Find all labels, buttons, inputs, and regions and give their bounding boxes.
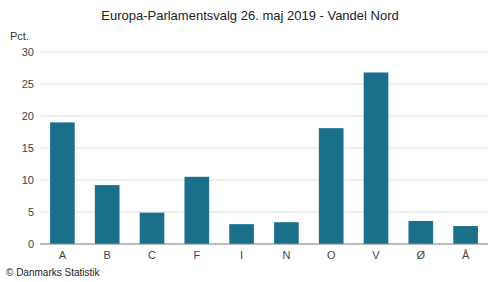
grid: [40, 52, 488, 244]
x-tick-label: V: [372, 249, 380, 261]
grid-line: [40, 84, 488, 85]
x-tick-label: B: [104, 249, 111, 261]
bar: [364, 72, 389, 244]
y-tick-label: 25: [22, 78, 34, 90]
y-tick-label: 15: [22, 142, 34, 154]
x-tick-label: O: [327, 249, 336, 261]
grid-line: [40, 148, 488, 149]
x-tick-label: Å: [462, 249, 470, 261]
x-tick-label: A: [59, 249, 67, 261]
grid-line: [40, 52, 488, 53]
y-tick-label: 20: [22, 110, 34, 122]
y-tick-label: 5: [28, 206, 34, 218]
x-tick-label: N: [282, 249, 290, 261]
bar: [95, 185, 120, 244]
bar: [408, 221, 433, 244]
y-axis-label: Pct.: [10, 30, 29, 42]
grid-line: [40, 116, 488, 117]
x-tick-label: Ø: [417, 249, 426, 261]
title: Europa-Parlamentsvalg 26. maj 2019 - Van…: [101, 8, 398, 23]
bar: [229, 224, 254, 244]
bar: [140, 213, 165, 244]
x-axis-line: [40, 244, 488, 245]
bar: [184, 177, 209, 244]
chart-svg: Europa-Parlamentsvalg 26. maj 2019 - Van…: [0, 0, 500, 282]
page: {"chart_data": {"type": "bar", "title": …: [0, 0, 500, 282]
x-tick-label: C: [148, 249, 156, 261]
bar: [319, 128, 344, 244]
bar: [453, 226, 478, 244]
chart-container: Europa-Parlamentsvalg 26. maj 2019 - Van…: [0, 0, 500, 282]
y-tick-label: 10: [22, 174, 34, 186]
x-tick-label: F: [193, 249, 200, 261]
bars: [50, 72, 478, 244]
grid-line: [40, 244, 488, 245]
bar: [50, 122, 75, 244]
footer: © Danmarks Statistik: [6, 267, 101, 278]
y-tick-label: 30: [22, 46, 34, 58]
x-tick-label: I: [240, 249, 243, 261]
bar: [274, 222, 299, 244]
grid-line: [40, 180, 488, 181]
y-tick-label: 0: [28, 238, 34, 250]
